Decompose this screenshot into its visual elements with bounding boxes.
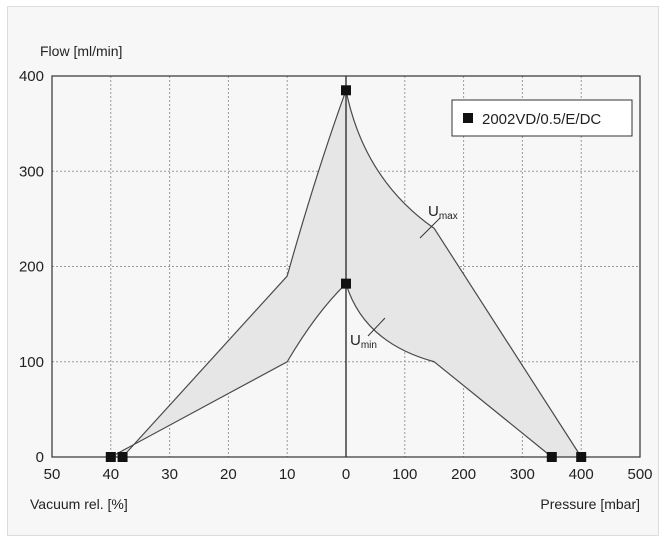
x-tick-label-vacuum: 40 <box>102 466 119 483</box>
y-axis-title: Flow [ml/min] <box>40 43 122 59</box>
data-marker <box>341 85 351 96</box>
series-umax-label: Umax <box>428 203 458 222</box>
umax-label-main: U <box>428 203 439 220</box>
y-tick-label: 100 <box>19 354 44 371</box>
legend: 2002VD/0.5/E/DC <box>451 99 633 137</box>
umax-label-leader <box>419 217 441 239</box>
x-tick-label-pressure: 500 <box>627 466 652 483</box>
plot-border <box>51 75 641 458</box>
data-markers <box>105 85 587 462</box>
y-tick-label: 0 <box>36 449 44 466</box>
umax-label-sub: max <box>439 211 458 222</box>
legend-marker <box>463 113 473 123</box>
x-axis-title-pressure: Pressure [mbar] <box>540 496 640 512</box>
y-tick-label: 300 <box>19 163 44 180</box>
x-tick-label-vacuum: 10 <box>279 466 296 483</box>
x-tick-label-pressure: 400 <box>569 466 594 483</box>
y-tick-label: 200 <box>19 259 44 276</box>
y-tick-label: 400 <box>19 68 44 85</box>
umin-label-main: U <box>350 332 361 349</box>
legend-label: 2002VD/0.5/E/DC <box>482 111 601 128</box>
legend-box <box>451 99 633 137</box>
x-tick-labels: 50 40 30 20 10 0 100 200 300 400 500 <box>44 466 653 483</box>
x-tick-label-pressure: 0 <box>342 466 350 483</box>
y-tick-labels: 0 100 200 300 400 <box>19 68 44 466</box>
umin-label-sub: min <box>361 340 377 351</box>
data-marker <box>546 452 557 462</box>
x-tick-label-pressure: 300 <box>510 466 535 483</box>
umin-label-leader <box>367 317 386 337</box>
x-tick-label-pressure: 100 <box>392 466 417 483</box>
data-marker <box>576 452 587 462</box>
data-marker <box>117 452 128 462</box>
x-tick-label-vacuum: 20 <box>220 466 237 483</box>
series-umin-label: Umin <box>350 332 377 351</box>
data-marker <box>341 278 351 289</box>
x-tick-label-vacuum: 30 <box>161 466 178 483</box>
x-tick-label-pressure: 200 <box>451 466 476 483</box>
x-tick-label-vacuum: 50 <box>44 466 61 483</box>
data-marker <box>105 452 116 462</box>
x-axis-title-vacuum: Vacuum rel. [%] <box>30 496 128 512</box>
